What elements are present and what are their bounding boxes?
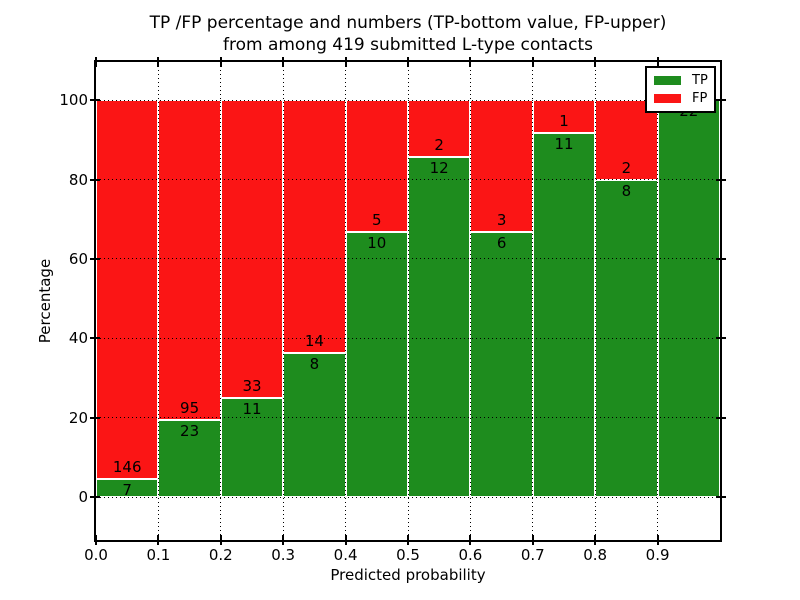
y-tickmark-right xyxy=(716,178,726,181)
tp-count-annotation: 8 xyxy=(309,354,320,373)
y-tickmark-left xyxy=(90,337,100,340)
y-tick-label: 80 xyxy=(68,170,88,189)
bar-tp-segment xyxy=(657,100,720,498)
x-tickmark-bottom xyxy=(531,535,534,545)
x-tick-label: 0.5 xyxy=(396,546,420,564)
tp-count-annotation: 10 xyxy=(367,234,387,253)
x-tick-label: 0.9 xyxy=(645,546,670,564)
x-tickmark-top xyxy=(344,57,347,67)
x-tickmark-top xyxy=(594,57,597,67)
x-tickmark-bottom xyxy=(282,535,285,545)
tp-count-annotation: 8 xyxy=(621,181,632,200)
bar-fp-segment xyxy=(470,100,533,233)
x-tickmark-top xyxy=(531,57,534,67)
fp-count-annotation: 95 xyxy=(180,398,200,417)
chart-title: TP /FP percentage and numbers (TP-bottom… xyxy=(96,12,720,56)
x-tick-label: 0.1 xyxy=(146,546,171,564)
legend: TP FP xyxy=(645,66,716,113)
x-tickmark-top xyxy=(219,57,222,67)
bar-tp-segment xyxy=(220,397,284,498)
fp-count-annotation: 146 xyxy=(112,457,142,476)
fp-count-annotation: 1 xyxy=(559,112,569,131)
x-tickmark-bottom xyxy=(656,535,659,545)
bar-fp-segment xyxy=(96,100,159,479)
fp-count-annotation: 14 xyxy=(304,331,324,350)
bar-fp-segment xyxy=(158,100,221,420)
legend-entry-tp: TP xyxy=(654,74,714,87)
bar-fp-segment xyxy=(532,100,596,134)
x-tickmark-top xyxy=(282,57,285,67)
bar-tp-segment xyxy=(470,232,533,498)
fp-count-annotation: 33 xyxy=(242,376,262,395)
bar-tp-segment xyxy=(283,352,346,498)
bar-fp-segment xyxy=(408,100,471,157)
legend-entry-fp: FP xyxy=(654,92,714,105)
tp-count-annotation: 11 xyxy=(242,399,262,418)
y-tick-label: 40 xyxy=(68,329,88,348)
bar-tp-segment xyxy=(345,232,408,498)
bar-tp-segment xyxy=(96,478,159,498)
x-tick-label: 0.0 xyxy=(84,546,108,564)
legend-swatch-fp xyxy=(654,94,681,104)
legend-label-tp: TP xyxy=(692,72,708,88)
x-tick-label: 0.4 xyxy=(333,546,358,564)
chart-title-line1: TP /FP percentage and numbers (TP-bottom… xyxy=(149,13,667,33)
y-tickmark-right xyxy=(716,99,726,102)
fp-count-annotation: 3 xyxy=(496,211,507,230)
x-tickmark-top xyxy=(95,57,97,67)
bar-fp-segment xyxy=(283,100,346,353)
y-tick-label: 0 xyxy=(78,488,88,507)
bar-tp-segment xyxy=(532,133,596,498)
bar-tp-segment xyxy=(158,419,221,498)
y-tickmark-left xyxy=(90,416,100,419)
x-tick-label: 0.7 xyxy=(520,546,545,564)
y-tickmark-right xyxy=(716,337,726,340)
x-tick-label: 0.6 xyxy=(458,546,483,564)
x-tickmark-top xyxy=(407,57,409,67)
chart-title-line2: from among 419 submitted L-type contacts xyxy=(222,35,593,55)
y-tickmark-left xyxy=(90,257,100,260)
legend-label-fp: FP xyxy=(692,91,708,107)
y-tickmark-right xyxy=(716,496,726,499)
y-tick-label: 100 xyxy=(59,91,88,110)
x-tickmark-bottom xyxy=(157,535,160,545)
x-tick-label: 0.8 xyxy=(583,546,608,564)
bar-tp-segment xyxy=(595,179,658,498)
y-tickmark-right xyxy=(716,416,726,419)
bar-fp-segment xyxy=(345,100,408,233)
x-tickmark-bottom xyxy=(407,535,409,545)
x-axis-label: Predicted probability xyxy=(330,566,486,584)
bar-fp-segment xyxy=(595,100,658,180)
x-tickmark-bottom xyxy=(469,535,472,545)
y-tick-label: 20 xyxy=(68,408,88,427)
x-tickmark-top xyxy=(469,57,472,67)
tp-count-annotation: 7 xyxy=(122,480,132,499)
y-tickmark-left xyxy=(90,99,100,102)
tp-count-annotation: 6 xyxy=(496,234,507,253)
legend-swatch-tp xyxy=(654,75,681,85)
x-tickmark-bottom xyxy=(594,535,597,545)
tp-count-annotation: 12 xyxy=(429,158,449,177)
bar-fp-segment xyxy=(220,100,284,398)
x-tickmark-top xyxy=(157,57,160,67)
y-tickmark-right xyxy=(716,257,726,260)
x-tickmark-bottom xyxy=(219,535,222,545)
tp-count-annotation: 11 xyxy=(554,135,574,154)
x-tickmark-bottom xyxy=(95,535,97,545)
x-tickmark-bottom xyxy=(344,535,347,545)
y-tickmark-left xyxy=(90,178,100,181)
fp-count-annotation: 2 xyxy=(434,135,444,154)
x-tick-label: 0.3 xyxy=(271,546,296,564)
bar-tp-segment xyxy=(408,156,471,498)
tp-count-annotation: 23 xyxy=(180,421,200,440)
y-tick-label: 60 xyxy=(68,249,88,268)
y-axis-label: Percentage xyxy=(36,258,54,344)
fp-count-annotation: 5 xyxy=(372,211,382,230)
x-tick-label: 0.2 xyxy=(208,546,233,564)
fp-count-annotation: 2 xyxy=(621,158,632,177)
